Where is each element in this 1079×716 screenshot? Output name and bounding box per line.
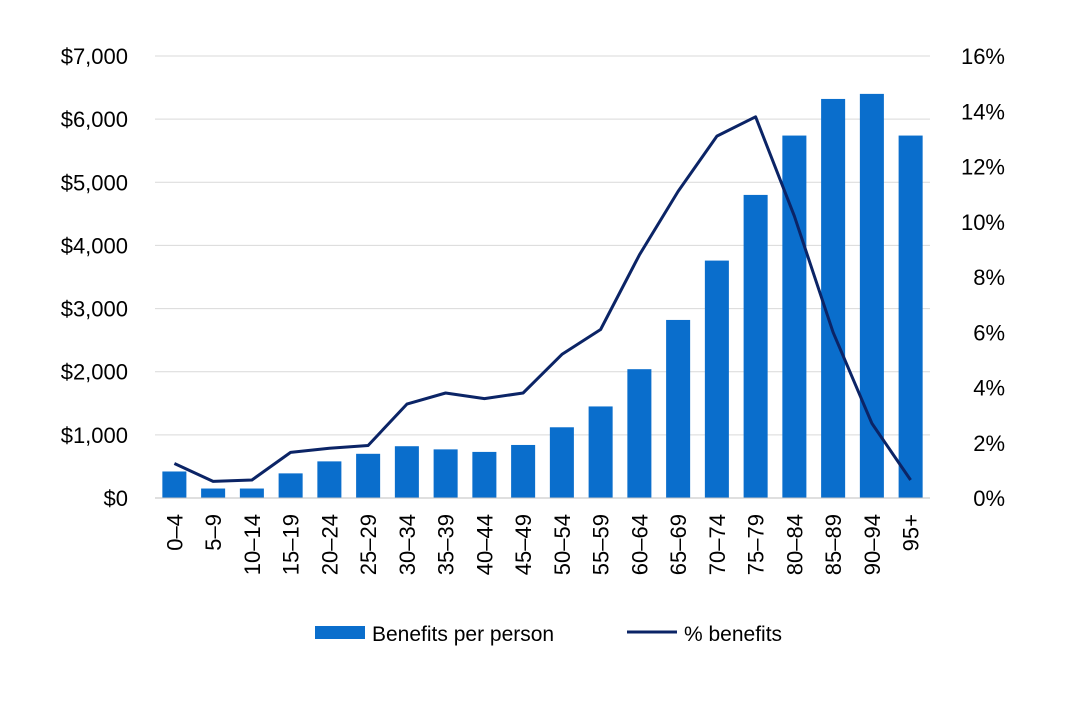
bar-5–9 — [201, 488, 226, 498]
y-left-tick-label: $6,000 — [61, 107, 128, 132]
bar-55–59 — [588, 406, 613, 498]
y-left-tick-label: $7,000 — [61, 44, 128, 69]
y-right-tick-label: 14% — [961, 99, 1005, 124]
y-left-tick-label: $2,000 — [61, 360, 128, 385]
x-tick-label: 55–59 — [589, 514, 614, 575]
y-right-tick-label: 12% — [961, 155, 1005, 180]
y-axis-right-ticks: 0% 2% 4% 6% 8% 10% 12% 14% 16% — [961, 44, 1005, 511]
x-tick-label: 70–74 — [705, 514, 730, 575]
bar-0–4 — [162, 471, 187, 498]
line-percent-benefits — [173, 115, 912, 483]
legend-label-line: % benefits — [684, 623, 782, 646]
x-tick-label: 90–94 — [860, 514, 885, 575]
x-tick-label: 80–84 — [782, 514, 807, 575]
bar-10–14 — [239, 488, 264, 498]
x-tick-label: 25–29 — [356, 514, 381, 575]
bar-50–54 — [549, 427, 574, 498]
bar-series-benefits-per-person — [162, 93, 923, 499]
y-right-tick-label: 0% — [973, 486, 1005, 511]
x-tick-label: 15–19 — [279, 514, 304, 575]
x-tick-label: 5–9 — [201, 514, 226, 551]
x-tick-label: 40–44 — [472, 514, 497, 575]
x-tick-label: 60–64 — [627, 514, 652, 575]
bar-75–79 — [743, 194, 768, 498]
y-left-tick-label: $4,000 — [61, 233, 128, 258]
legend: Benefits per person % benefits — [315, 623, 782, 646]
x-tick-label: 65–69 — [666, 514, 691, 575]
bar-85–89 — [821, 98, 846, 499]
x-tick-label: 20–24 — [317, 514, 342, 575]
y-right-tick-label: 8% — [973, 265, 1005, 290]
y-right-tick-label: 16% — [961, 44, 1005, 69]
x-tick-label: 0–4 — [162, 514, 187, 551]
y-right-tick-label: 4% — [973, 376, 1005, 401]
bar-25–29 — [356, 453, 381, 498]
y-right-tick-label: 2% — [973, 431, 1005, 456]
bar-70–74 — [704, 260, 729, 498]
bar-35–39 — [433, 449, 458, 498]
y-axis-left-ticks: $0 $1,000 $2,000 $3,000 $4,000 $5,000 $6,000 $7… — [61, 44, 128, 511]
y-left-tick-label: $1,000 — [61, 423, 128, 448]
bar-80–84 — [782, 135, 807, 498]
y-left-tick-label: $5,000 — [61, 170, 128, 195]
legend-label-bar: Benefits per person — [372, 623, 554, 646]
gridlines — [155, 55, 930, 436]
bar-20–24 — [317, 461, 342, 498]
x-tick-label: 35–39 — [434, 514, 459, 575]
bar-45–49 — [511, 444, 536, 498]
x-tick-label: 95+ — [899, 514, 924, 551]
legend-swatch-bar — [315, 626, 365, 639]
bar-30–34 — [394, 446, 419, 498]
x-tick-label: 85–89 — [821, 514, 846, 575]
y-left-tick-label: $3,000 — [61, 297, 128, 322]
bar-95+ — [898, 135, 923, 498]
line-series-percent-benefits — [173, 115, 912, 483]
y-left-tick-label: $0 — [104, 486, 128, 511]
bar-40–44 — [472, 451, 497, 498]
y-right-tick-label: 10% — [961, 210, 1005, 235]
y-right-tick-label: 6% — [973, 320, 1005, 345]
bar-65–69 — [666, 319, 691, 498]
bar-60–64 — [627, 369, 652, 498]
bar-90–94 — [859, 93, 884, 498]
x-tick-label: 75–79 — [744, 514, 769, 575]
x-axis-ticks: 0–4 5–9 10–14 15–19 20–24 25–29 30–34 35–39 40–4… — [162, 514, 923, 575]
x-tick-label: 30–34 — [395, 514, 420, 575]
bar-15–19 — [278, 473, 303, 498]
x-tick-label: 50–54 — [550, 514, 575, 575]
x-tick-label: 45–49 — [511, 514, 536, 575]
x-tick-label: 10–14 — [240, 514, 265, 575]
